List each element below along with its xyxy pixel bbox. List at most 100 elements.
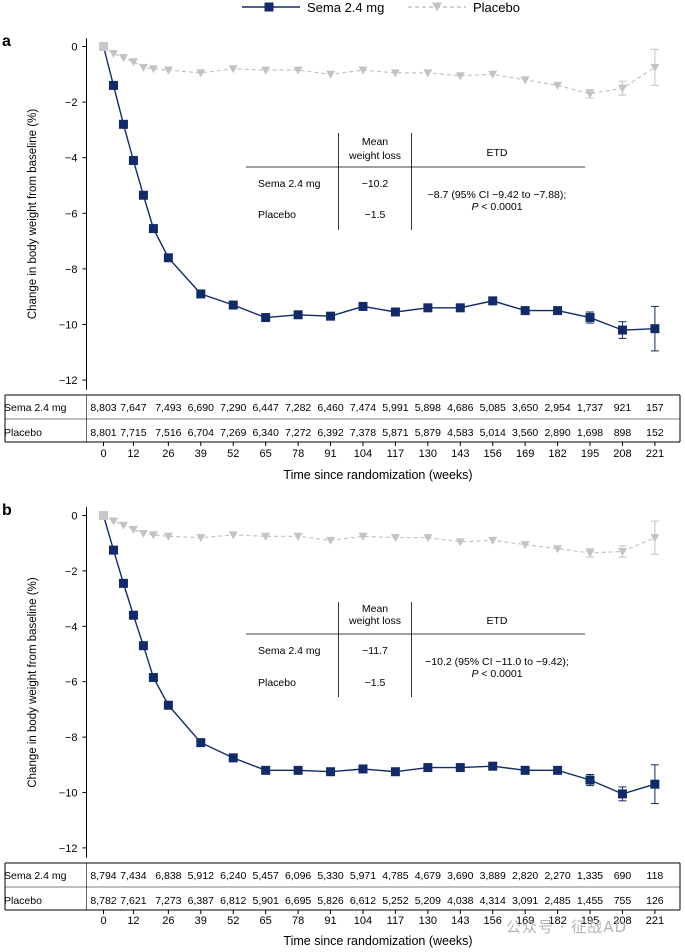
sema-point [650, 324, 660, 334]
at-risk-count: 1,698 [577, 427, 603, 439]
x-tick-label: 182 [548, 915, 566, 927]
x-tick-label: 208 [613, 448, 631, 460]
y-axis-title: Change in body weight from baseline (%) [27, 109, 39, 319]
at-risk-count: 6,812 [220, 895, 246, 907]
sema-point [163, 253, 173, 263]
at-risk-count: 5,457 [253, 870, 279, 882]
at-risk-count: 6,340 [253, 427, 279, 439]
x-tick-label: 117 [387, 915, 405, 927]
x-tick-label: 52 [227, 915, 239, 927]
at-risk-count: 1,737 [577, 402, 603, 414]
panel-label: b [2, 502, 12, 519]
sema-point [138, 190, 148, 200]
p-symbol: P [471, 668, 478, 680]
at-risk-count: 157 [646, 402, 664, 414]
placebo-point [163, 532, 173, 541]
table-row-label: Sema 2.4 mg [258, 178, 321, 190]
at-risk-count: 7,647 [120, 402, 146, 414]
placebo-point [163, 66, 173, 75]
at-risk-count: 6,096 [285, 870, 311, 882]
table-header-mean: Mean [362, 136, 388, 148]
placebo-point [423, 69, 433, 78]
y-axis-title: Change in body weight from baseline (%) [27, 577, 39, 787]
at-risk-count: 6,387 [188, 895, 214, 907]
placebo-point [650, 63, 660, 72]
placebo-point [196, 534, 206, 543]
at-risk-count: 6,704 [188, 427, 214, 439]
at-risk-count: 1,335 [577, 870, 603, 882]
at-risk-count: 6,838 [155, 870, 181, 882]
sema-point [455, 303, 465, 313]
y-tick-label: −8 [65, 264, 78, 276]
at-risk-count: 5,898 [415, 402, 441, 414]
at-risk-count: 3,560 [512, 427, 538, 439]
sema-point [148, 673, 158, 683]
at-risk-count: 6,392 [317, 427, 343, 439]
at-risk-count: 7,516 [155, 427, 181, 439]
legend-sema-label: Sema 2.4 mg [307, 0, 384, 15]
sema-point [650, 779, 660, 789]
at-risk-count: 3,889 [480, 870, 506, 882]
table-header-mean: weight loss [348, 615, 401, 627]
at-risk-count: 5,912 [188, 870, 214, 882]
table-header-etd: ETD [487, 615, 508, 627]
sema-point [553, 765, 563, 775]
sema-point [520, 306, 530, 316]
table-header-etd: ETD [487, 147, 508, 159]
at-risk-count: 118 [647, 870, 664, 882]
at-risk-count: 4,314 [480, 895, 506, 907]
at-risk-count: 2,820 [512, 870, 538, 882]
at-risk-count: 8,782 [90, 895, 116, 907]
sema-point [520, 765, 530, 775]
placebo-point [520, 76, 530, 85]
at-risk-count: 5,879 [415, 427, 441, 439]
placebo-point [118, 521, 128, 530]
y-tick-label: −2 [65, 97, 78, 109]
table-row-label: Placebo [258, 209, 296, 221]
placebo-point [108, 517, 118, 526]
at-risk-count: 4,679 [415, 870, 441, 882]
placebo-point [358, 66, 368, 75]
table-header-mean: weight loss [348, 150, 401, 162]
at-risk-count: 7,269 [220, 427, 246, 439]
at-risk-count: 5,014 [480, 427, 506, 439]
at-risk-count: 5,971 [350, 870, 376, 882]
placebo-point [293, 66, 303, 75]
etd-p-value: P < 0.0001 [471, 201, 522, 213]
sema-point [617, 789, 627, 799]
x-tick-label: 0 [100, 915, 106, 927]
at-risk-count: 126 [646, 895, 664, 907]
at-risk-count: 4,038 [447, 895, 473, 907]
at-risk-count: 5,826 [317, 895, 343, 907]
placebo-point [326, 536, 336, 545]
at-risk-row-label: Sema 2.4 mg [4, 402, 67, 414]
placebo-point [553, 545, 563, 554]
x-tick-label: 169 [516, 448, 534, 460]
at-risk-count: 690 [614, 870, 632, 882]
placebo-point [148, 65, 158, 74]
placebo-point [488, 70, 498, 79]
x-tick-label: 208 [613, 915, 631, 927]
placebo-point [390, 534, 400, 543]
etd-value: −8.7 (95% CI −9.42 to −7.88); [428, 189, 567, 201]
at-risk-count: 5,085 [480, 402, 506, 414]
at-risk-count: 3,690 [447, 870, 473, 882]
placebo-point [617, 548, 627, 557]
placebo-point [585, 90, 595, 99]
at-risk-count: 921 [614, 402, 632, 414]
sema-point [553, 306, 563, 316]
x-tick-label: 65 [260, 448, 272, 460]
at-risk-count: 8,803 [90, 402, 116, 414]
placebo-point [423, 534, 433, 543]
x-tick-label: 104 [354, 915, 372, 927]
legend: Sema 2.4 mg Placebo [242, 0, 520, 15]
x-tick-label: 91 [324, 448, 336, 460]
sema-line [102, 515, 656, 795]
p-value-text: < 0.0001 [478, 668, 522, 680]
placebo-point [650, 534, 660, 543]
x-tick-label: 26 [162, 448, 174, 460]
sema-point [585, 775, 595, 785]
x-tick-label: 169 [516, 915, 534, 927]
x-tick-label: 12 [127, 448, 139, 460]
x-tick-label: 65 [260, 915, 272, 927]
